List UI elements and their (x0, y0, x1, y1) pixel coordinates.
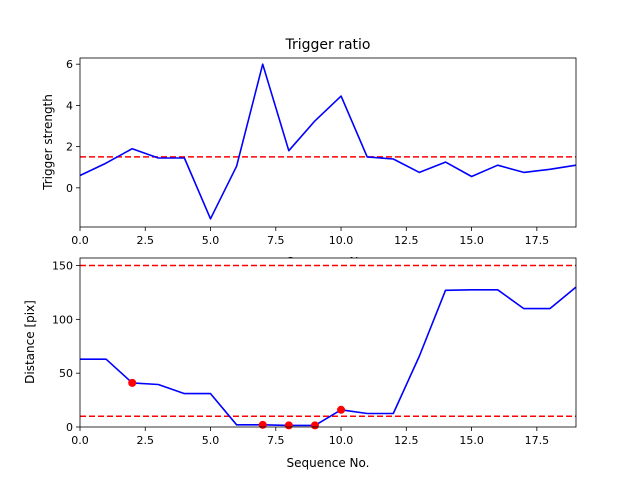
x-tick-label: 7.5 (267, 434, 285, 447)
x-axis-label: Sequence No. (287, 456, 370, 470)
y-tick-label: 0 (66, 421, 73, 434)
y-tick-label: 100 (52, 313, 73, 326)
subplot-distance: Distance [pix] Sequence No. 0.0 2.5 5.0 7.5… (23, 257, 577, 470)
data-point-marker (284, 421, 293, 430)
y-axis-label: Distance [pix] (23, 300, 37, 384)
y-tick-label: 0 (66, 182, 73, 195)
x-tick-label: 15.0 (459, 234, 484, 247)
x-tick-label: 10.0 (329, 234, 354, 247)
y-tick-label: 6 (66, 58, 73, 71)
data-point-marker (337, 405, 346, 414)
x-tick-label: 10.0 (329, 434, 354, 447)
x-tick-label: 0.0 (71, 234, 89, 247)
x-tick-label: 12.5 (394, 234, 419, 247)
x-tick-label: 2.5 (137, 234, 155, 247)
axes-background (80, 258, 576, 427)
x-tick-label: 5.0 (202, 434, 220, 447)
series-line (80, 286, 577, 427)
x-tick-label: 15.0 (459, 434, 484, 447)
y-tick-label: 50 (59, 367, 73, 380)
x-tick-label: 12.5 (394, 434, 419, 447)
x-tick-label: 0.0 (71, 434, 89, 447)
x-tick-label: 17.5 (525, 234, 550, 247)
data-point-marker (310, 421, 319, 430)
x-tick-label: 2.5 (137, 434, 155, 447)
data-point-marker (258, 420, 267, 429)
y-tick-label: 150 (52, 260, 73, 273)
x-tick-label: 17.5 (525, 434, 550, 447)
axes-frame (79, 257, 577, 428)
y-tick-label: 2 (66, 141, 73, 154)
data-point-marker (128, 378, 137, 387)
x-tick-label: 5.0 (202, 234, 220, 247)
axes-frame (79, 57, 577, 228)
chart-title: Trigger ratio (284, 37, 370, 53)
y-axis-label: Trigger strength (41, 94, 55, 191)
series-line (79, 63, 577, 220)
x-tick-label: 7.5 (267, 234, 285, 247)
y-tick-label: 4 (66, 99, 73, 112)
subplot-trigger-ratio: Trigger ratio Trigger strength Sequence … (41, 37, 577, 269)
